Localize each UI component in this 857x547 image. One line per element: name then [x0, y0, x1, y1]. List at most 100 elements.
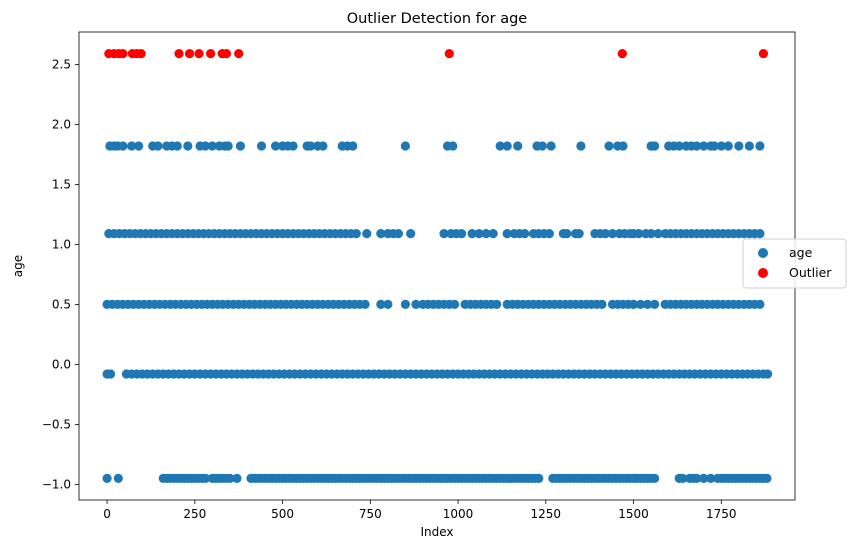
age-point — [200, 141, 210, 151]
legend-marker-outlier — [758, 268, 768, 278]
age-point — [502, 141, 512, 151]
age-point — [376, 229, 386, 239]
age-point — [607, 229, 618, 239]
y-tick-label: −1.0 — [42, 477, 71, 491]
age-point — [288, 141, 298, 151]
x-tick-label: 1750 — [706, 507, 737, 521]
age-point — [744, 141, 754, 151]
y-tick-label: 2.0 — [52, 117, 71, 131]
x-tick-label: 1000 — [443, 507, 474, 521]
age-point — [723, 141, 733, 151]
age-point — [400, 299, 411, 309]
age-point — [393, 229, 403, 239]
age-point — [207, 141, 217, 151]
legend-marker-age — [758, 248, 768, 258]
x-axis-title: Index — [420, 525, 453, 539]
outlier-point — [206, 49, 216, 59]
age-point — [118, 141, 128, 151]
age-point — [763, 369, 773, 379]
age-point — [406, 229, 416, 239]
y-axis: −1.0 −0.5 0.0 0.5 1.0 1.5 2.0 2.5 — [42, 57, 79, 491]
age-point — [481, 229, 491, 239]
age-point — [574, 229, 584, 239]
age-point — [225, 473, 235, 483]
age-point — [256, 141, 267, 151]
age-point — [692, 141, 702, 151]
age-point — [492, 299, 502, 309]
outlier-point — [136, 49, 146, 59]
y-tick-label: 0.0 — [52, 357, 71, 371]
age-point — [495, 141, 505, 151]
age-point — [534, 473, 544, 483]
x-tick-label: 750 — [359, 507, 382, 521]
age-point — [127, 141, 137, 151]
age-point — [172, 141, 182, 151]
age-point — [634, 229, 644, 239]
age-point — [411, 299, 421, 309]
age-point — [544, 229, 554, 239]
chart-title: Outlier Detection for age — [347, 11, 528, 27]
age-point — [537, 141, 547, 151]
age-point — [183, 141, 193, 151]
y-tick-label: −0.5 — [42, 417, 71, 431]
outlier-point — [234, 49, 244, 59]
age-point — [628, 299, 639, 309]
age-point — [232, 473, 242, 483]
age-point — [200, 473, 210, 483]
age-point — [734, 141, 744, 151]
y-tick-label: 1.5 — [52, 177, 71, 191]
y-tick-label: 0.5 — [52, 297, 71, 311]
age-point — [755, 299, 765, 309]
age-point — [600, 229, 611, 239]
x-axis: 0 250 500 750 1000 1250 1500 1750 — [103, 500, 737, 521]
age-point — [650, 299, 660, 309]
outlier-point — [444, 49, 454, 59]
outlier-point — [184, 49, 195, 59]
age-point — [642, 299, 653, 309]
age-point — [502, 229, 512, 239]
age-point — [562, 229, 572, 239]
age-point — [223, 141, 233, 151]
age-point — [306, 141, 316, 151]
age-point — [360, 299, 370, 309]
age-point — [650, 473, 660, 483]
x-tick-label: 1500 — [618, 507, 649, 521]
age-point — [270, 141, 281, 151]
age-point — [102, 473, 112, 483]
age-point — [362, 229, 372, 239]
age-point — [456, 229, 467, 239]
age-point — [650, 141, 660, 151]
outlier-point — [617, 49, 627, 59]
age-point — [449, 299, 460, 309]
age-point — [546, 141, 556, 151]
outlier-point — [758, 49, 769, 59]
legend-box — [742, 238, 847, 289]
legend-label-age: age — [789, 245, 813, 260]
age-point — [474, 229, 484, 239]
age-point — [699, 473, 709, 483]
age-point — [653, 229, 663, 239]
age-point — [597, 299, 607, 309]
x-tick-label: 250 — [183, 507, 206, 521]
age-point — [383, 299, 393, 309]
age-point — [376, 299, 386, 309]
age-point — [755, 229, 765, 239]
age-point — [692, 473, 702, 483]
age-point — [706, 473, 716, 483]
age-point — [400, 141, 411, 151]
y-tick-label: 1.0 — [52, 237, 71, 251]
age-point — [646, 229, 656, 239]
age-point — [716, 141, 726, 151]
age-point — [762, 473, 772, 483]
age-point — [113, 473, 123, 483]
age-point — [513, 141, 523, 151]
x-tick-label: 0 — [103, 507, 111, 521]
age-point — [488, 229, 498, 239]
age-point — [448, 141, 458, 151]
age-point — [699, 141, 709, 151]
age-point — [709, 141, 719, 151]
legend-label-outlier: Outlier — [789, 265, 832, 280]
age-point — [755, 141, 765, 151]
